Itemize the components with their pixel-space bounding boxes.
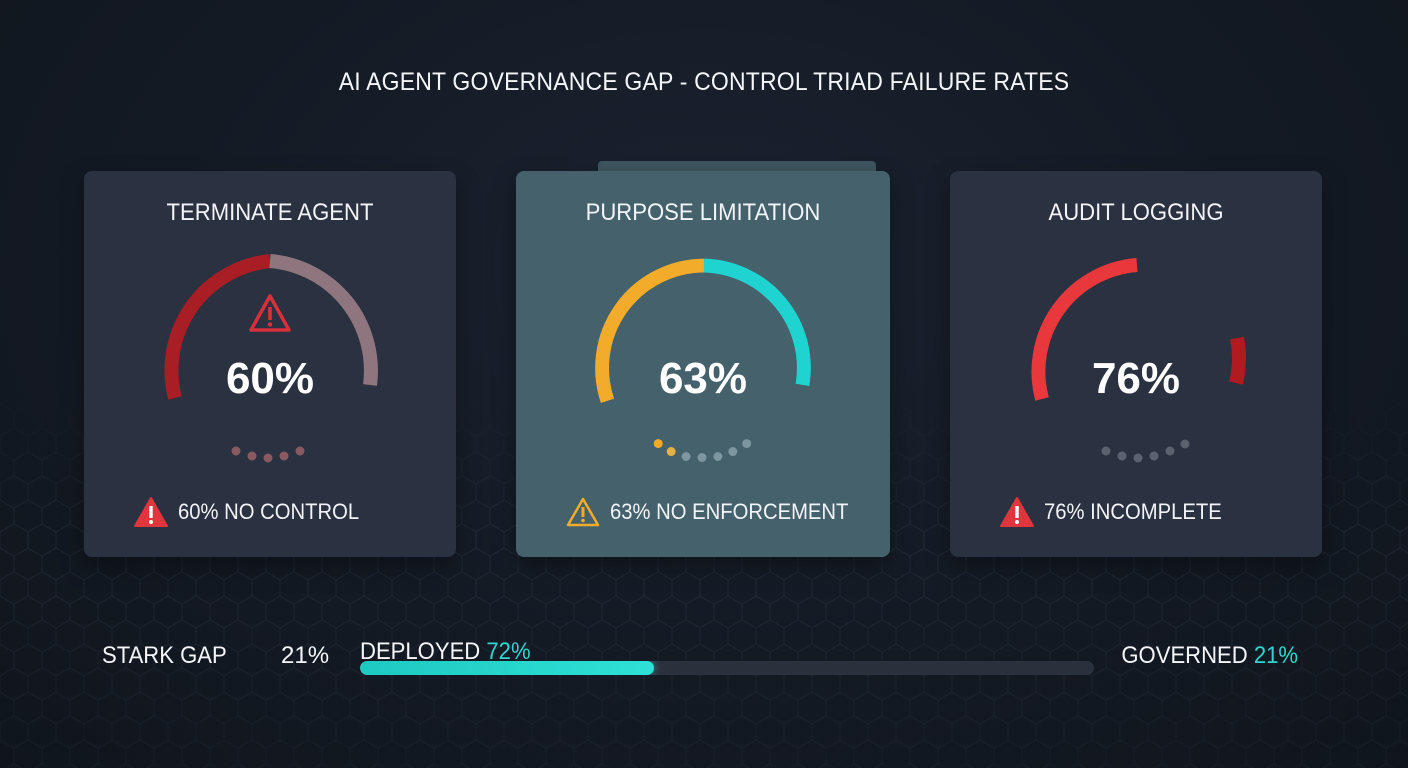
status-text: 76% INCOMPLETE <box>1044 499 1222 524</box>
card-title: AUDIT LOGGING <box>1048 199 1224 226</box>
alert-triangle-icon <box>249 294 291 332</box>
governed-value: 21% <box>1253 642 1298 669</box>
status-row: 60% NO CONTROL <box>134 497 375 527</box>
warning-filled-icon <box>134 497 168 527</box>
warning-outline-icon <box>566 497 600 527</box>
gauge-arc-secondary <box>703 258 811 387</box>
card-title: TERMINATE AGENT <box>166 199 374 226</box>
gauge-terminate-agent <box>164 254 378 463</box>
gauge-arc-primary <box>1031 258 1138 401</box>
gauge-purpose-limitation <box>595 258 811 462</box>
gap-value: 21% <box>281 642 330 669</box>
gap-label: STARK GAP <box>102 642 227 669</box>
dots-indicator <box>653 439 752 462</box>
deployment-progress-track <box>360 661 1094 675</box>
page-title: AI AGENT GOVERNANCE GAP - CONTROL TRIAD … <box>338 68 1070 96</box>
gauge-value: 76% <box>1091 354 1181 403</box>
card-audit-logging[interactable]: AUDIT LOGGING 76% 76% INCOMPLETE <box>950 171 1322 557</box>
status-row: 63% NO ENFORCEMENT <box>566 497 869 527</box>
status-row: 76% INCOMPLETE <box>1000 497 1237 527</box>
deployment-progress-fill <box>360 661 654 675</box>
card-purpose-limitation[interactable]: PURPOSE LIMITATION 63% 63% NO ENFORCEMEN… <box>516 171 890 557</box>
governed-text: GOVERNED <box>1121 642 1248 669</box>
gauge-arc-secondary <box>269 254 378 386</box>
card-title: PURPOSE LIMITATION <box>585 199 821 226</box>
warning-filled-icon <box>1000 497 1034 527</box>
status-text: 60% NO CONTROL <box>178 499 360 524</box>
governed-label: GOVERNED 21% <box>1121 642 1298 670</box>
deployed-text: DEPLOYED <box>360 638 481 665</box>
card-terminate-agent[interactable]: TERMINATE AGENT 60% 60% NO CONTROL <box>84 171 456 557</box>
status-text: 63% NO ENFORCEMENT <box>610 499 849 524</box>
gauge-arc-primary <box>595 258 705 404</box>
deployed-label: DEPLOYED 72% <box>360 638 531 666</box>
dots-indicator <box>231 446 305 463</box>
gauge-arc-primary <box>164 254 271 400</box>
gauge-value: 63% <box>658 354 748 403</box>
gauge-value: 60% <box>225 354 315 403</box>
dots-indicator <box>1101 439 1190 463</box>
gauge-arc-secondary <box>1229 336 1246 385</box>
gauge-audit-logging <box>1031 258 1246 463</box>
deployed-value: 72% <box>486 638 531 665</box>
